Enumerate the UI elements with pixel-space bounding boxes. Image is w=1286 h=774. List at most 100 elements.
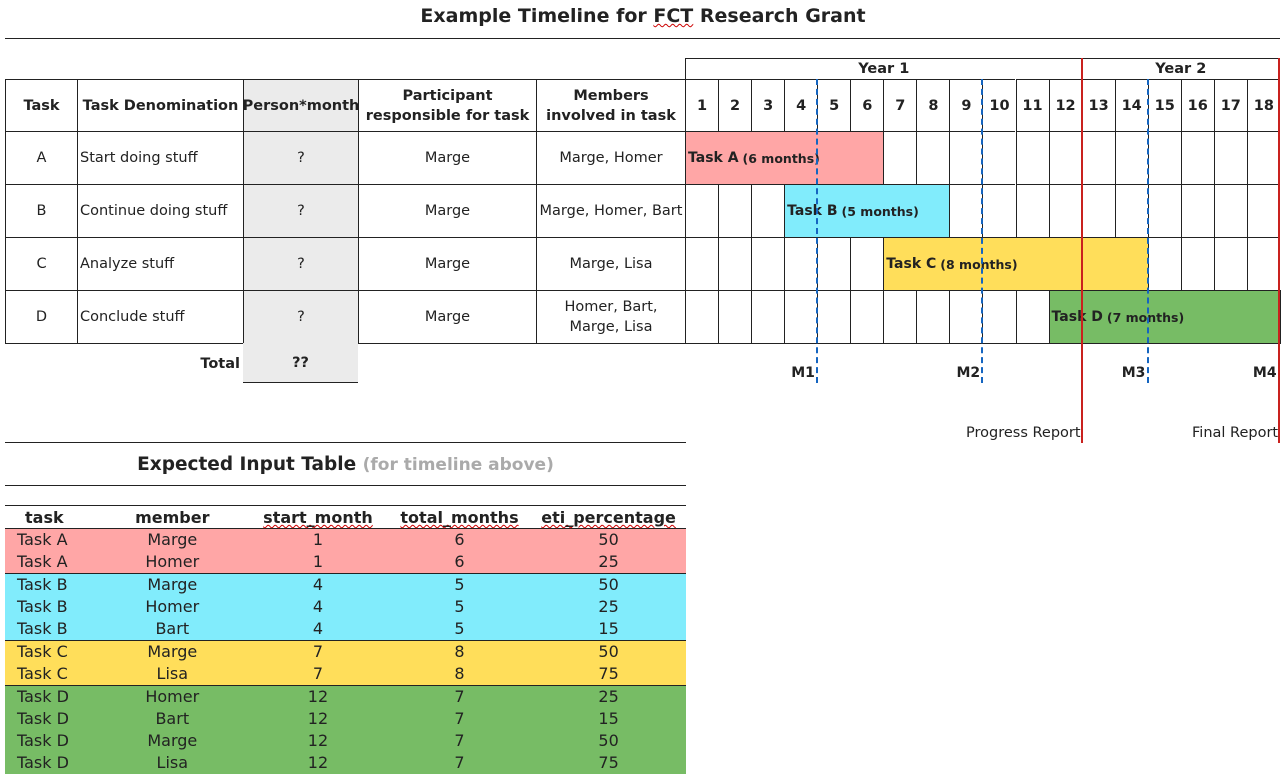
timeline-cell	[1048, 131, 1082, 184]
input-table-cell: 6	[454, 530, 465, 549]
month-header: 5	[817, 79, 851, 131]
timeline-cell	[1015, 131, 1049, 184]
input-table-cell: 8	[454, 642, 465, 661]
milestone-label: M3	[1121, 365, 1146, 381]
report-marker-line	[1278, 58, 1280, 443]
header-denomination: Task Denomination	[77, 79, 243, 131]
input-table-cell: 12	[307, 709, 329, 728]
timeline-cell	[817, 237, 851, 290]
input-table-cell: Task A	[17, 552, 68, 571]
input-table-row: Task D Marge 12 7 50	[5, 730, 686, 752]
timeline-cell	[1147, 131, 1181, 184]
month-header: 10	[982, 79, 1016, 131]
input-table-cell: Bart	[155, 619, 190, 638]
month-header: 12	[1048, 79, 1082, 131]
month-header: 15	[1147, 79, 1181, 131]
input-table-row: Task C Marge 7 8 50	[5, 640, 686, 663]
total-value: ??	[243, 343, 358, 383]
month-header: 11	[1015, 79, 1049, 131]
month-header: 17	[1213, 79, 1247, 131]
task-bar-duration: (8 months)	[940, 256, 1018, 272]
input-table-cell: 4	[312, 575, 324, 594]
input-table-cell: 12	[307, 731, 329, 750]
input-table-cell: Marge	[147, 731, 198, 750]
input-table-cell: Marge	[147, 575, 198, 594]
input-table-cell: Task D	[17, 709, 69, 728]
input-table-cell: Marge	[147, 642, 198, 661]
task-bar: Task A (6 months)	[685, 131, 885, 185]
input-table-row: Task D Bart 12 7 15	[5, 708, 686, 730]
timeline-cell	[751, 290, 785, 343]
report-marker-line	[1080, 58, 1083, 443]
year-2-header: Year 2	[1081, 58, 1280, 79]
milestone-label: M4	[1252, 365, 1277, 381]
milestone-label: M1	[791, 365, 815, 381]
timeline-cell	[1114, 184, 1148, 237]
timeline-cell	[784, 237, 818, 290]
timeline-cell	[1147, 184, 1181, 237]
timeline-cell	[982, 184, 1016, 237]
expected-input-table: task member start_month total_months eti_per…	[5, 508, 686, 774]
title-divider	[5, 38, 1280, 39]
timeline-cell	[1246, 131, 1280, 184]
input-column-header: member	[135, 508, 210, 527]
task-bar: Task C (8 months)	[883, 237, 1149, 291]
task-id: C	[5, 237, 77, 290]
members-involved: Marge, Homer	[536, 131, 685, 184]
task-name: Start doing stuff	[77, 131, 243, 184]
input-table-cell: Lisa	[156, 753, 189, 772]
timeline-cell	[1048, 184, 1082, 237]
header-members: Members involved in task	[536, 79, 685, 131]
month-header: 14	[1114, 79, 1148, 131]
task-bar: Task B (5 months)	[784, 184, 951, 238]
year-1-header: Year 1	[685, 58, 1082, 79]
header-task: Task	[5, 79, 77, 131]
input-table-row: Task A Homer 1 6 25	[5, 551, 686, 574]
task-name: Analyze stuff	[77, 237, 243, 290]
task-bar-duration: (6 months)	[742, 150, 820, 166]
input-table-cell: 75	[598, 753, 619, 772]
month-header: 16	[1180, 79, 1214, 131]
input-table-cell: 50	[598, 731, 619, 750]
input-table-cell: Lisa	[156, 664, 189, 683]
input-table-cell: 25	[598, 552, 619, 571]
input-table-row: Task C Lisa 7 8 75	[5, 663, 686, 686]
timeline-cell	[1246, 184, 1280, 237]
timeline-cell	[817, 290, 851, 343]
progress-report-label: Progress Report	[966, 425, 1081, 441]
timeline-cell	[916, 290, 950, 343]
participant-responsible: Marge	[358, 131, 536, 184]
timeline-cell	[1015, 290, 1049, 343]
month-header: 1	[685, 79, 719, 131]
input-table-cell: Task D	[17, 731, 69, 750]
input-table-cell: 75	[598, 664, 619, 683]
input-table-cell: Task B	[17, 619, 68, 638]
input-header-divider	[5, 505, 686, 506]
input-table-cell: 25	[598, 597, 619, 616]
input-table-cell: Task B	[17, 597, 68, 616]
timeline-cell	[883, 290, 917, 343]
input-table-cell: Task D	[17, 753, 69, 772]
input-table-cell: 50	[598, 530, 619, 549]
members-involved: Homer, Bart, Marge, Lisa	[536, 290, 685, 343]
timeline-cell	[751, 184, 785, 237]
timeline-cell	[1180, 184, 1214, 237]
milestone-line	[816, 79, 819, 383]
input-table-cell: 7	[454, 687, 465, 706]
timeline-cell	[1213, 184, 1247, 237]
members-involved: Marge, Homer, Bart	[536, 184, 685, 237]
timeline-cell	[1147, 237, 1181, 290]
timeline-cell	[883, 131, 917, 184]
timeline-cell	[718, 237, 752, 290]
input-table-cell: 25	[598, 687, 619, 706]
timeline-cell	[916, 131, 950, 184]
input-table-cell: 4	[312, 597, 324, 616]
month-header: 6	[850, 79, 884, 131]
month-header: 9	[949, 79, 983, 131]
timeline-cell	[850, 237, 884, 290]
input-table-cell: Bart	[155, 709, 190, 728]
final-report-label: Final Report	[1192, 425, 1279, 441]
task-bar-duration: (5 months)	[841, 203, 919, 219]
input-table-cell: 15	[598, 709, 619, 728]
task-name: Conclude stuff	[77, 290, 243, 343]
